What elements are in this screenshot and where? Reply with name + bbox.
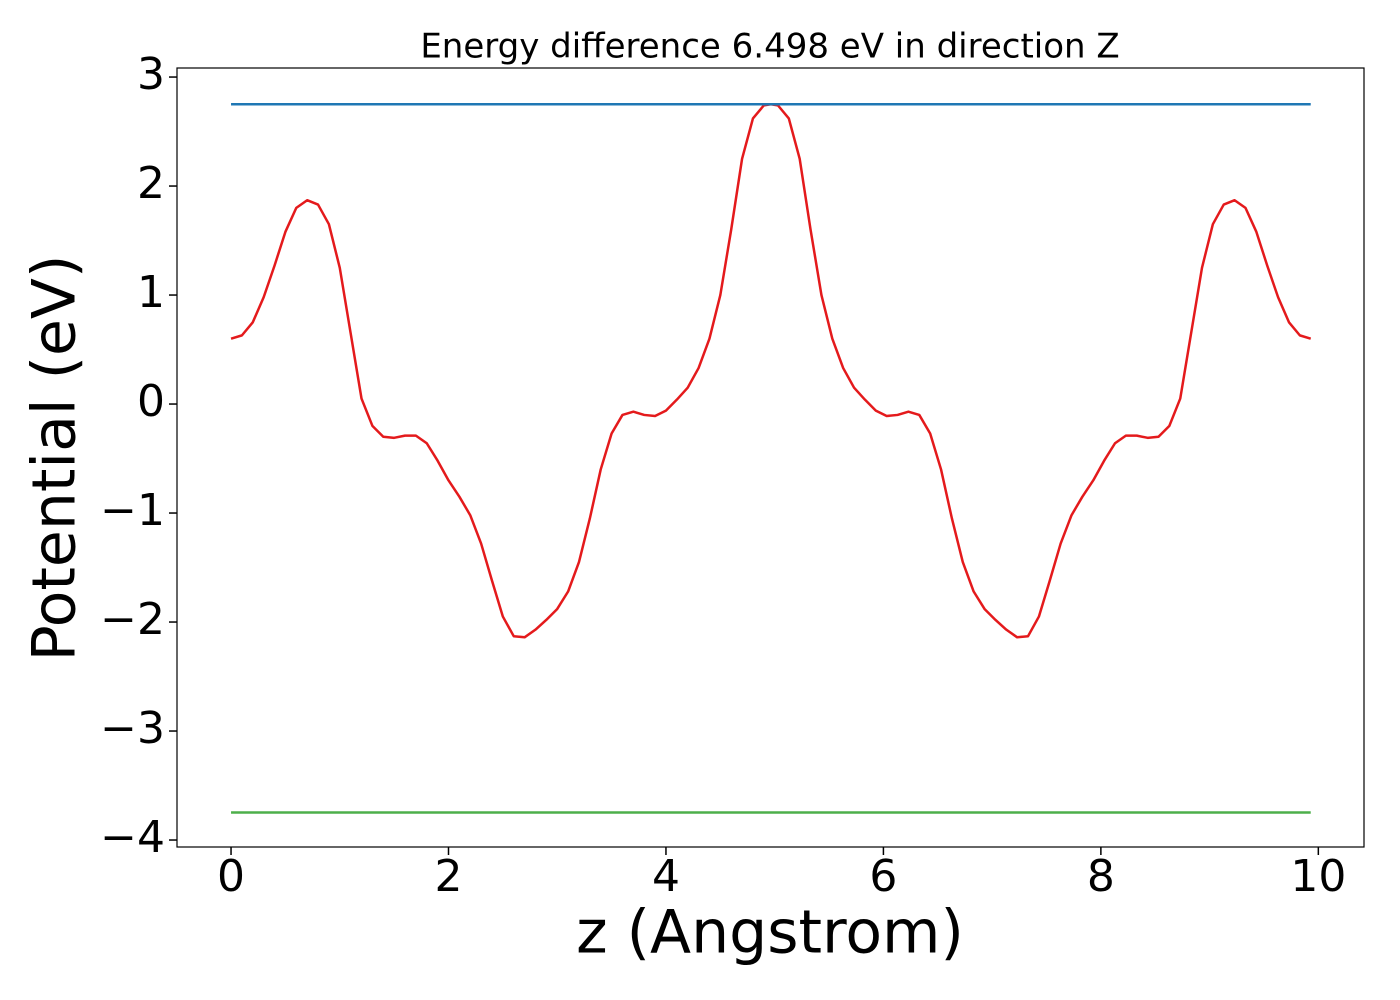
y-tick-label: −2 [100, 594, 165, 645]
x-tick-label: 2 [434, 851, 462, 902]
y-tick-label: −1 [100, 485, 165, 536]
y-tick-label: −3 [100, 703, 165, 754]
plot-frame [176, 67, 1365, 848]
chart-title: Energy difference 6.498 eV in direction … [420, 27, 1119, 67]
x-tick-label: 0 [217, 851, 245, 902]
y-tick-label: 3 [137, 49, 165, 100]
y-tick-label: −4 [100, 812, 165, 863]
y-tick-label: 0 [137, 376, 165, 427]
x-tick-label: 6 [869, 851, 897, 902]
x-tick-label: 8 [1087, 851, 1115, 902]
x-tick-label: 4 [652, 851, 680, 902]
x-axis-label: z (Angstrom) [576, 898, 964, 968]
y-tick-label: 2 [137, 158, 165, 209]
y-tick-label: 1 [137, 267, 165, 318]
x-tick-label: 10 [1290, 851, 1346, 902]
y-axis-label: Potential (eV) [20, 255, 90, 662]
